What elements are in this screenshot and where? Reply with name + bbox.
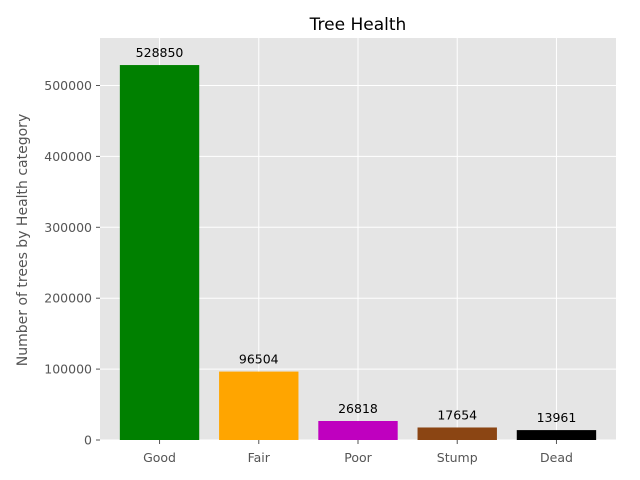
data-label-poor: 26818	[338, 401, 378, 416]
data-label-dead: 13961	[537, 410, 577, 425]
bar-dead	[516, 430, 597, 440]
x-tick-labels: Good Fair Poor Stump Dead	[143, 440, 573, 465]
bars-group	[119, 65, 597, 440]
data-label-good: 528850	[136, 45, 184, 60]
y-tick-label: 0	[84, 433, 92, 448]
bar-poor	[318, 420, 398, 440]
data-labels-group: 528850 96504 26818 17654 13961	[136, 45, 577, 425]
chart-title: Tree Health	[309, 15, 407, 35]
data-label-stump: 17654	[437, 407, 477, 422]
x-tick-label: Good	[143, 450, 176, 465]
x-tick-label: Poor	[344, 450, 372, 465]
y-axis-label: Number of trees by Health category	[15, 114, 31, 366]
y-tick-label: 100000	[44, 362, 92, 377]
x-tick-label: Stump	[437, 450, 478, 465]
data-label-fair: 96504	[239, 352, 279, 367]
x-tick-label: Fair	[248, 450, 271, 465]
y-tick-label: 300000	[44, 220, 92, 235]
y-tick-labels: 0 100000 200000 300000 400000 500000	[44, 78, 100, 448]
bar-good	[119, 65, 200, 440]
y-tick-label: 200000	[44, 291, 92, 306]
x-tick-label: Dead	[540, 450, 573, 465]
bar-fair	[219, 371, 299, 440]
y-tick-label: 500000	[44, 78, 92, 93]
y-tick-label: 400000	[44, 149, 92, 164]
bar-stump	[417, 427, 497, 440]
